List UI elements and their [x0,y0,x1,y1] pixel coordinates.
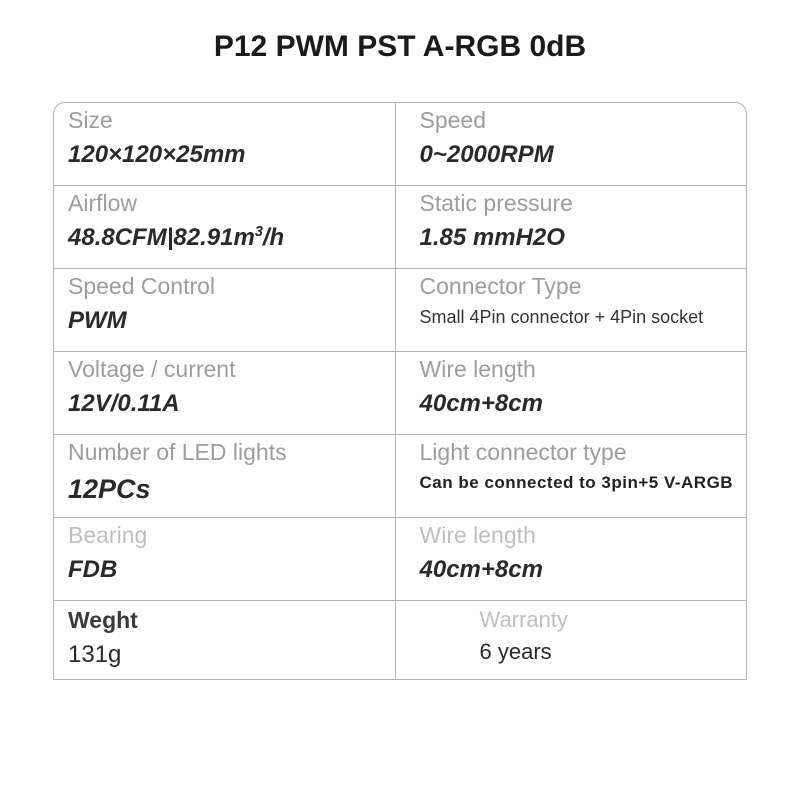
spec-label: Warranty [420,607,737,633]
spec-label: Number of LED lights [68,439,385,467]
spec-cell: Bearing FDB [54,518,395,600]
spec-label: Weght [68,607,385,635]
spec-label: Static pressure [420,190,737,218]
spec-value: 12V/0.11A [68,390,385,419]
spec-label: Connector Type [420,273,737,301]
spec-label: Size [68,107,385,135]
spec-label: Voltage / current [68,356,385,384]
spec-row: Airflow 48.8CFM|82.91m3/h Static pressure 1… [54,185,746,268]
spec-value: 120×120×25mm [68,141,385,170]
product-title: P12 PWM PST A-RGB 0dB [0,30,800,64]
spec-label: Bearing [68,522,385,550]
spec-value: 12PCs [68,473,385,505]
spec-value: Small 4Pin connector + 4Pin socket [420,307,737,329]
spec-value: 131g [68,641,385,670]
spec-row: Weght 131g Warranty 6 years [54,600,746,679]
spec-value: Can be connected to 3pin+5 V-ARGB [420,473,737,493]
spec-value: 1.85 mmH2O [420,224,737,253]
spec-label: Airflow [68,190,385,218]
spec-value: 0~2000RPM [420,141,737,170]
spec-row: Number of LED lights 12PCs Light connector… [54,434,746,517]
spec-cell: Airflow 48.8CFM|82.91m3/h [54,186,395,268]
spec-value: 40cm+8cm [420,390,737,419]
spec-cell: Speed 0~2000RPM [395,103,747,185]
spec-row: Size 120×120×25mm Speed 0~2000RPM [54,103,746,185]
spec-row: Bearing FDB Wire length 40cm+8cm [54,517,746,600]
spec-cell: Warranty 6 years [395,601,747,679]
spec-value: 48.8CFM|82.91m3/h [68,224,385,253]
spec-cell: Speed Control PWM [54,269,395,351]
spec-cell: Wire length 40cm+8cm [395,352,747,434]
spec-cell: Static pressure 1.85 mmH2O [395,186,747,268]
spec-cell: Wire length 40cm+8cm [395,518,747,600]
spec-cell: Weght 131g [54,601,395,679]
spec-value: 6 years [420,639,737,665]
spec-cell: Size 120×120×25mm [54,103,395,185]
spec-row: Voltage / current 12V/0.11A Wire length 40c… [54,351,746,434]
spec-label: Wire length [420,356,737,384]
spec-label: Wire length [420,522,737,550]
spec-label: Light connector type [420,439,737,467]
spec-cell: Number of LED lights 12PCs [54,435,395,517]
spec-value: FDB [68,556,385,585]
spec-cell: Voltage / current 12V/0.11A [54,352,395,434]
spec-value: 40cm+8cm [420,556,737,585]
spec-row: Speed Control PWM Connector Type Small 4Pin… [54,268,746,351]
spec-label: Speed [420,107,737,135]
spec-value: PWM [68,307,385,336]
spec-label: Speed Control [68,273,385,301]
spec-cell: Light connector type Can be connected to … [395,435,747,517]
spec-cell: Connector Type Small 4Pin connector + 4Pi… [395,269,747,351]
spec-table: Size 120×120×25mm Speed 0~2000RPM Airflow 48.… [53,102,747,680]
